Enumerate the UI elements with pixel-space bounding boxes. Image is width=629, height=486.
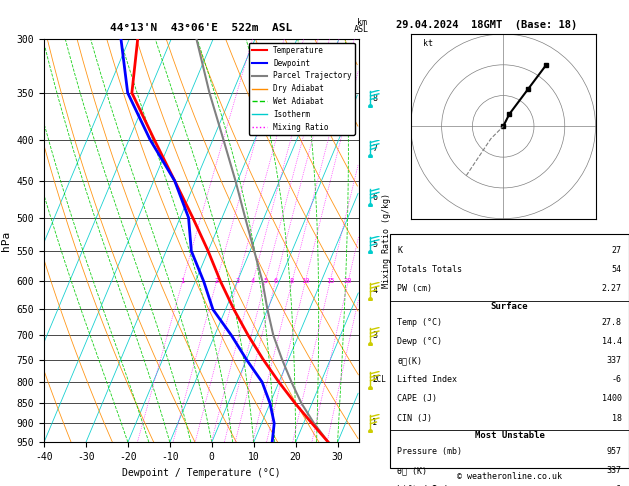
Text: PW (cm): PW (cm) bbox=[397, 284, 432, 293]
Text: Mixing Ratio (g/kg): Mixing Ratio (g/kg) bbox=[382, 193, 391, 288]
Text: Temp (°C): Temp (°C) bbox=[397, 318, 442, 327]
Text: LCL: LCL bbox=[372, 375, 386, 384]
Text: 10: 10 bbox=[301, 278, 309, 284]
Title: 44°13'N  43°06'E  522m  ASL: 44°13'N 43°06'E 522m ASL bbox=[110, 22, 292, 33]
Text: 8: 8 bbox=[372, 94, 377, 103]
Text: Surface: Surface bbox=[491, 302, 528, 311]
X-axis label: Dewpoint / Temperature (°C): Dewpoint / Temperature (°C) bbox=[122, 468, 281, 478]
Text: 7: 7 bbox=[372, 144, 377, 153]
Text: kt: kt bbox=[423, 39, 433, 48]
Text: 2: 2 bbox=[372, 375, 377, 384]
Text: 4: 4 bbox=[372, 286, 377, 295]
Bar bbox=[390, 234, 629, 468]
Text: 6: 6 bbox=[372, 193, 377, 202]
Text: Totals Totals: Totals Totals bbox=[397, 265, 462, 274]
Text: ASL: ASL bbox=[354, 25, 369, 34]
Text: Pressure (mb): Pressure (mb) bbox=[397, 447, 462, 456]
Text: 54: 54 bbox=[612, 265, 622, 274]
Text: 14.4: 14.4 bbox=[602, 337, 622, 346]
Text: 2: 2 bbox=[214, 278, 219, 284]
Text: 337: 337 bbox=[607, 466, 622, 475]
Text: 15: 15 bbox=[326, 278, 334, 284]
Text: 5: 5 bbox=[372, 240, 377, 249]
Text: 20: 20 bbox=[344, 278, 352, 284]
Text: 27: 27 bbox=[612, 246, 622, 255]
Text: 1: 1 bbox=[372, 418, 377, 427]
Text: CIN (J): CIN (J) bbox=[397, 414, 432, 422]
Text: © weatheronline.co.uk: © weatheronline.co.uk bbox=[457, 472, 562, 481]
Text: 337: 337 bbox=[607, 356, 622, 365]
Text: Most Unstable: Most Unstable bbox=[474, 432, 545, 440]
Text: 5: 5 bbox=[263, 278, 267, 284]
Text: 2.27: 2.27 bbox=[602, 284, 622, 293]
Text: θᴇ (K): θᴇ (K) bbox=[397, 466, 427, 475]
Text: CAPE (J): CAPE (J) bbox=[397, 395, 437, 403]
Y-axis label: hPa: hPa bbox=[1, 230, 11, 251]
Text: 957: 957 bbox=[607, 447, 622, 456]
Text: 3: 3 bbox=[235, 278, 240, 284]
Legend: Temperature, Dewpoint, Parcel Trajectory, Dry Adiabat, Wet Adiabat, Isotherm, Mi: Temperature, Dewpoint, Parcel Trajectory… bbox=[248, 43, 355, 135]
Text: 29.04.2024  18GMT  (Base: 18): 29.04.2024 18GMT (Base: 18) bbox=[396, 20, 577, 31]
Text: 1400: 1400 bbox=[602, 395, 622, 403]
Text: km: km bbox=[357, 17, 367, 27]
Text: 27.8: 27.8 bbox=[602, 318, 622, 327]
Text: Dewp (°C): Dewp (°C) bbox=[397, 337, 442, 346]
Text: 3: 3 bbox=[372, 331, 377, 340]
Text: 8: 8 bbox=[290, 278, 294, 284]
Text: θᴇ(K): θᴇ(K) bbox=[397, 356, 422, 365]
Text: K: K bbox=[397, 246, 402, 255]
Text: 6: 6 bbox=[274, 278, 277, 284]
Text: 1: 1 bbox=[181, 278, 185, 284]
Text: 18: 18 bbox=[612, 414, 622, 422]
Text: 4: 4 bbox=[251, 278, 255, 284]
Text: Lifted Index: Lifted Index bbox=[397, 375, 457, 384]
Text: -6: -6 bbox=[612, 375, 622, 384]
